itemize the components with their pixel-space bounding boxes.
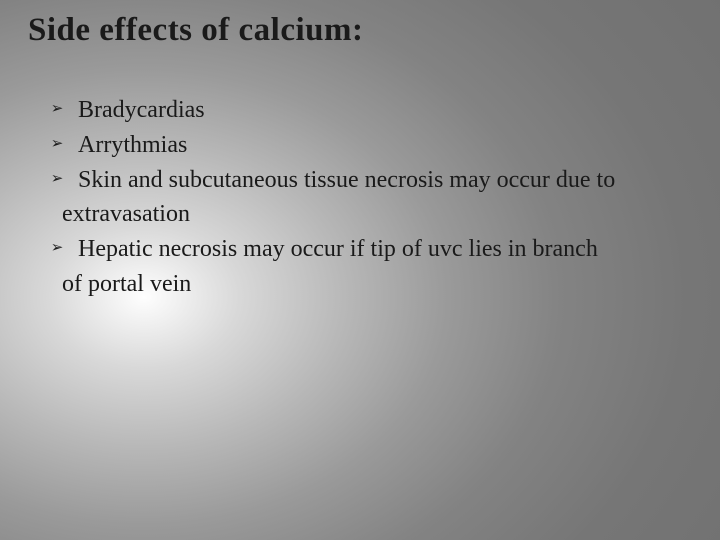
list-item: ➢ Skin and subcutaneous tissue necrosis … [36, 163, 692, 198]
bullet-text: Skin and subcutaneous tissue necrosis ma… [78, 163, 692, 198]
list-item-continuation: extravasation [36, 197, 692, 232]
bullet-list: ➢ Bradycardias ➢ Arrythmias ➢ Skin and s… [28, 93, 692, 302]
bullet-marker-icon: ➢ [36, 128, 78, 156]
bullet-text: Bradycardias [78, 93, 692, 128]
bullet-text: Arrythmias [78, 128, 692, 163]
list-item: ➢ Hepatic necrosis may occur if tip of u… [36, 232, 692, 267]
bullet-marker-icon: ➢ [36, 232, 78, 260]
list-item-continuation: of portal vein [36, 267, 692, 302]
list-item: ➢ Bradycardias [36, 93, 692, 128]
slide-title: Side effects of calcium: [28, 12, 692, 49]
bullet-text: Hepatic necrosis may occur if tip of uvc… [78, 232, 692, 267]
bullet-marker-icon: ➢ [36, 163, 78, 191]
list-item: ➢ Arrythmias [36, 128, 692, 163]
bullet-marker-icon: ➢ [36, 93, 78, 121]
slide-container: Side effects of calcium: ➢ Bradycardias … [0, 0, 720, 540]
